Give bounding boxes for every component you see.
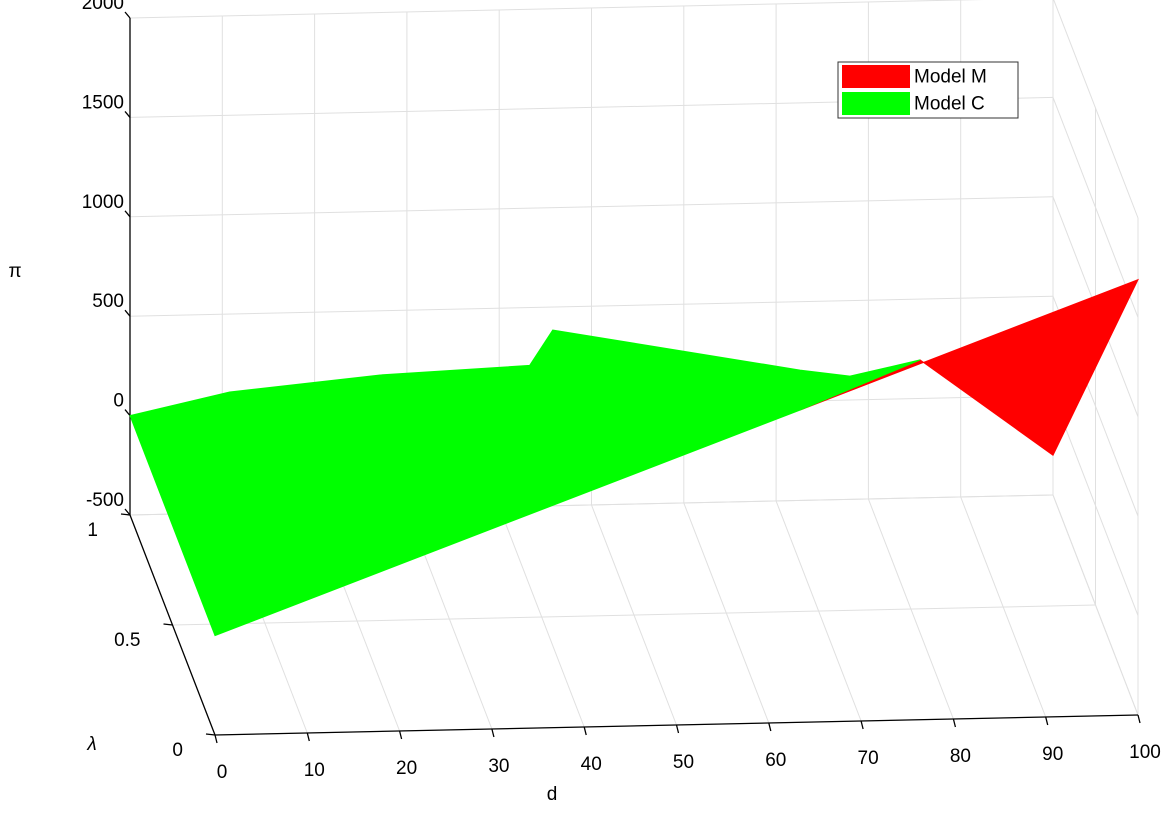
grid-line	[129, 295, 1054, 317]
y-tick-label: 1	[87, 520, 98, 541]
tick-mark	[398, 730, 403, 740]
x-tick-label: 10	[304, 760, 325, 781]
tick-mark	[124, 11, 131, 19]
grid-line	[1052, 395, 1139, 616]
legend-swatch	[842, 65, 910, 88]
tick-mark	[163, 623, 173, 626]
legend-label: Model C	[914, 94, 985, 115]
y-axis-label: λ	[86, 734, 96, 755]
x-tick-label: 20	[396, 758, 417, 779]
y-tick-label: 0	[172, 740, 183, 761]
tick-mark	[124, 110, 131, 118]
z-tick-label: 0	[113, 391, 124, 412]
legend-label: Model M	[914, 67, 987, 88]
grid-line	[1053, 0, 1139, 219]
grid-line	[129, 196, 1054, 218]
y-tick-label: 0.5	[114, 630, 140, 651]
x-tick-label: 40	[581, 754, 602, 775]
tick-mark	[124, 508, 131, 516]
surface	[129, 329, 921, 637]
tick-mark	[120, 513, 131, 516]
tick-mark	[124, 409, 131, 417]
tick-mark	[205, 733, 216, 736]
x-tick-label: 30	[488, 756, 509, 777]
z-tick-label: 500	[92, 291, 124, 312]
tick-mark	[124, 309, 131, 317]
tick-mark	[768, 722, 772, 732]
x-axis-label: d	[547, 784, 558, 805]
tick-mark	[860, 720, 864, 730]
tick-mark	[214, 734, 218, 744]
tick-mark	[675, 724, 680, 734]
legend: Model M Model C	[837, 61, 1019, 119]
surface	[799, 278, 1140, 456]
tick-mark	[952, 718, 957, 728]
x-tick-label: 70	[858, 748, 879, 769]
x-tick-label: 100	[1129, 742, 1161, 763]
tick-mark	[124, 210, 131, 218]
z-tick-label: 1000	[82, 192, 124, 213]
z-tick-label: 2000	[82, 0, 124, 14]
x-tick-label: 90	[1042, 744, 1063, 765]
grid-line	[129, 0, 984, 19]
x-tick-label: 0	[217, 762, 228, 783]
x-tick-label: 60	[765, 750, 786, 771]
grid-line	[1052, 97, 1139, 318]
z-tick-label: 1500	[82, 92, 124, 113]
tick-mark	[306, 732, 310, 742]
grid-line	[1052, 494, 1139, 716]
tick-mark	[1137, 714, 1141, 724]
legend-swatch	[842, 92, 910, 115]
x-tick-label: 50	[673, 752, 694, 773]
tick-mark	[583, 726, 587, 736]
z-tick-label: -500	[86, 490, 124, 511]
tick-mark	[491, 728, 495, 738]
x-tick-label: 80	[950, 746, 971, 767]
tick-mark	[1045, 716, 1049, 726]
grid-line	[172, 604, 1096, 626]
z-axis-label: π	[8, 261, 21, 282]
